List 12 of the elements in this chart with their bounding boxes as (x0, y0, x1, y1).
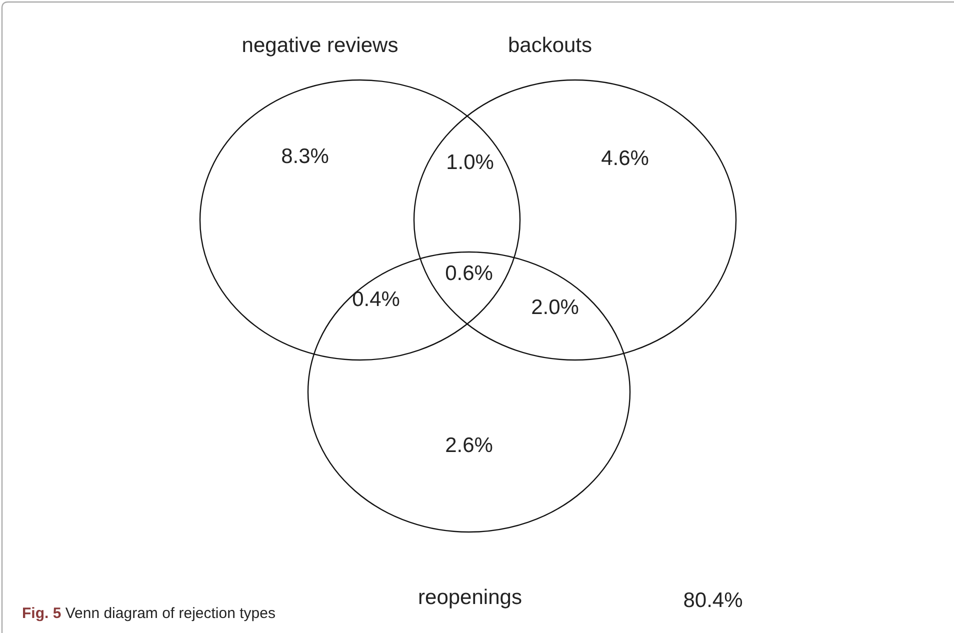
text: Fig. 5 Venn diagram of rejection types (22, 605, 276, 622)
text: reopenings (418, 586, 522, 609)
data-label: 4.6% (601, 147, 649, 170)
data-label: 80.4% (683, 589, 743, 612)
data-label: 2.6% (445, 434, 493, 457)
data-label: 0.4% (352, 288, 400, 311)
text: backouts (508, 34, 592, 57)
text: negative reviews (242, 34, 398, 57)
data-label: 0.6% (445, 262, 493, 285)
data-label: 2.0% (531, 296, 579, 319)
data-label: 8.3% (281, 145, 329, 168)
data-label: 1.0% (446, 151, 494, 174)
